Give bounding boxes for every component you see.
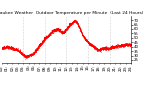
Title: Milwaukee Weather  Outdoor Temperature per Minute  (Last 24 Hours): Milwaukee Weather Outdoor Temperature pe…: [0, 11, 143, 15]
